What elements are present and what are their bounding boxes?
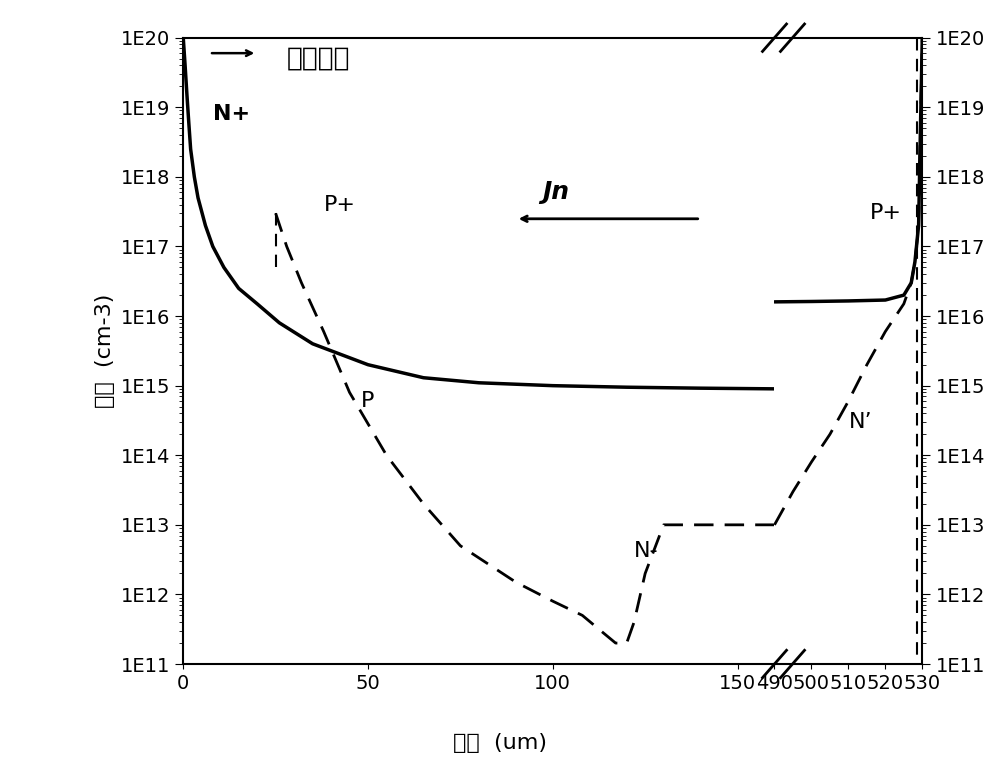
Text: Jn: Jn	[542, 180, 569, 205]
Text: P+: P+	[324, 195, 356, 215]
Text: P: P	[361, 391, 374, 411]
Text: N+: N+	[213, 104, 250, 124]
Y-axis label: 浓度  (cm-3): 浓度 (cm-3)	[95, 294, 115, 408]
Text: P+: P+	[870, 203, 902, 223]
Text: 深度  (um): 深度 (um)	[453, 734, 547, 753]
Text: N’: N’	[848, 412, 872, 432]
Text: 电子注入: 电子注入	[287, 46, 350, 72]
Text: N-: N-	[634, 541, 659, 561]
